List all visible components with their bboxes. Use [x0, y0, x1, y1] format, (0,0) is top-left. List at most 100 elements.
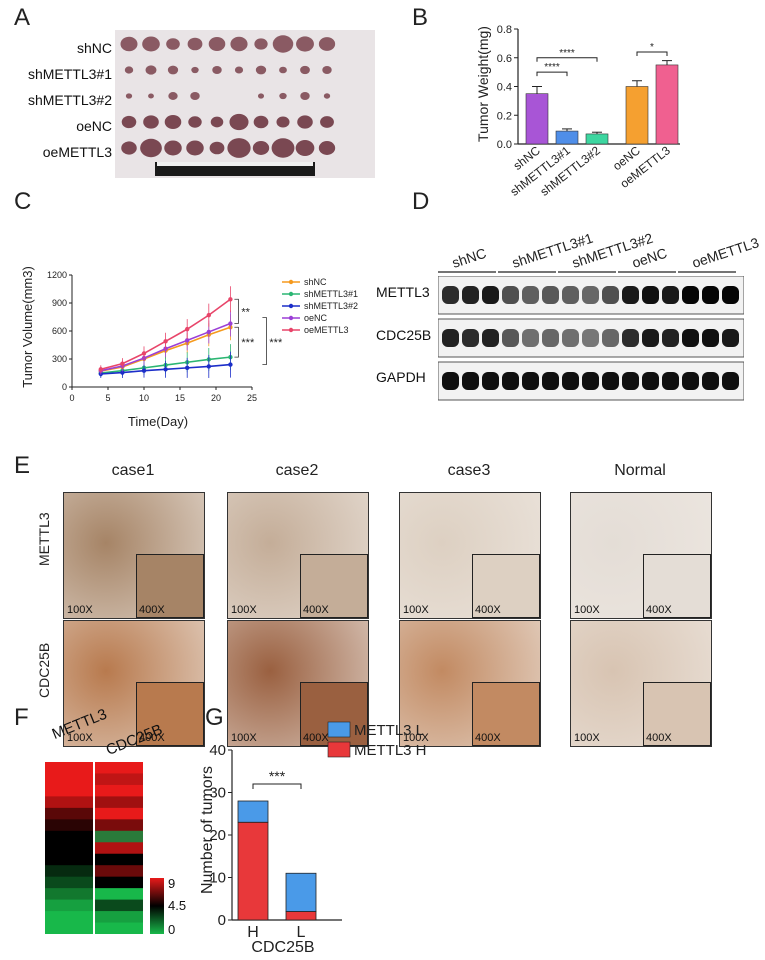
tumor-sample: [323, 93, 331, 99]
heatmap-cell: [95, 762, 143, 774]
weight-bar: [585, 133, 609, 145]
row-label-shnc: shNC: [76, 40, 112, 56]
blot-band: [602, 329, 619, 347]
volume-sig-2: ***: [241, 337, 255, 349]
weight-bar: [655, 64, 679, 145]
heatmap-cell: [95, 796, 143, 809]
heatmap-cell: [45, 888, 93, 901]
row-label-oenc: oeNC: [76, 118, 112, 134]
blot-band: [582, 329, 599, 347]
count-tick-label: 40: [209, 742, 226, 759]
ihc-inset: [643, 682, 711, 746]
ihc-image-case2-mettl3: 100X 400X: [227, 492, 369, 619]
tumor-photo-panel: shNC shMETTL3#1 shMETTL3#2 oeNC oeMETTL3: [0, 28, 380, 180]
count-category-label: L: [297, 924, 306, 941]
tumor-sample: [257, 93, 265, 99]
blot-band: [682, 286, 699, 304]
volume-legend-entry: shNC: [304, 277, 327, 287]
blot-band: [442, 329, 459, 347]
blot-label-cdc25b: CDC25B: [376, 327, 432, 343]
tumor-sample: [208, 36, 226, 52]
mag-high-label: 400X: [139, 604, 165, 616]
volume-x-tick: 20: [211, 393, 221, 403]
significance-bracket: [536, 71, 568, 77]
tumor-sample: [271, 138, 295, 158]
heatmap-cell: [95, 830, 143, 843]
blot-band: [562, 329, 579, 347]
heatmap-cell: [95, 865, 143, 878]
blot-band: [482, 286, 499, 304]
blot-band: [602, 286, 619, 304]
blot-band: [662, 286, 679, 304]
volume-legend-entry: shMETTL3#1: [304, 289, 358, 299]
blot-band: [542, 329, 559, 347]
blot-label-gapdh: GAPDH: [376, 369, 426, 385]
tumor-sample: [167, 65, 179, 75]
tumor-sample: [279, 92, 287, 100]
heatmap-cell: [45, 784, 93, 797]
tumor-sample: [168, 92, 178, 100]
volume-x-tick: 0: [69, 393, 74, 403]
tumor-sample: [300, 65, 310, 75]
tumor-sample: [252, 141, 270, 155]
heatmap-cell: [95, 899, 143, 912]
volume-x-tick: 15: [175, 393, 185, 403]
volume-y-label: Tumor Volume(mm3): [20, 266, 35, 388]
tumor-sample: [120, 36, 138, 52]
ihc-inset: [300, 554, 368, 618]
tumor-sample: [253, 115, 269, 129]
blot-band: [502, 329, 519, 347]
volume-y-tick: 0: [62, 382, 67, 392]
tumor-sample: [145, 65, 157, 75]
tumor-sample: [164, 114, 182, 130]
heatmap-cell: [45, 865, 93, 878]
heatmap-cell: [45, 899, 93, 912]
tumor-sample: [234, 66, 244, 74]
case-header-normal: Normal: [614, 462, 666, 479]
ihc-inset: [472, 682, 540, 746]
heatmap-cell: [95, 876, 143, 889]
significance-label: ****: [544, 62, 560, 73]
weight-y-label: Tumor Weight(mg): [475, 26, 491, 142]
panel-label-c: C: [14, 188, 32, 215]
tumor-sample: [121, 141, 137, 155]
weight-bar: [525, 93, 549, 145]
tumor-sample: [190, 91, 200, 101]
blot-band: [462, 286, 479, 304]
heatmap-col-cdc25b: CDC25B: [103, 721, 165, 759]
heatmap-cell: [45, 807, 93, 820]
heatmap-cell: [45, 876, 93, 889]
ihc-image-case1-cdc25b: 100X 400X: [63, 620, 205, 747]
tumor-sample: [164, 140, 182, 156]
heatmap-cell: [45, 853, 93, 866]
count-tick-label: 30: [209, 785, 226, 802]
blot-group-label: oeMETTL3: [690, 234, 761, 271]
tumor-sample: [276, 116, 290, 128]
tumor-sample: [148, 93, 154, 99]
ihc-image-normal-cdc25b: 100X 400X: [570, 620, 712, 747]
volume-x-tick: 5: [105, 393, 110, 403]
ihc-panel: case1 case2 case3 Normal METTL3 CDC25B 1…: [0, 460, 765, 747]
blot-band: [602, 372, 619, 390]
volume-sig-3: ***: [269, 337, 283, 349]
tumor-sample: [191, 66, 199, 74]
tumor-sample: [272, 35, 294, 53]
heatmap-cell: [45, 911, 93, 924]
heatmap-cell: [95, 922, 143, 934]
tumor-sample: [212, 65, 222, 75]
count-bar-segment: [237, 821, 269, 921]
tumor-weight-chart: Tumor Weight(mg) 0.00.20.40.60.8 *******…: [475, 24, 680, 199]
heatmap-cell: [45, 796, 93, 809]
blot-band: [582, 372, 599, 390]
blot-band: [642, 329, 659, 347]
volume-x-tick: 25: [247, 393, 257, 403]
panel-label-f: F: [14, 704, 29, 731]
blot-band: [582, 286, 599, 304]
mag-high-label: 400X: [303, 732, 329, 744]
blot-band: [622, 329, 639, 347]
count-bar-segment: [285, 911, 317, 921]
tumor-sample: [322, 65, 332, 75]
tumor-sample: [230, 36, 248, 52]
significance-label: ****: [559, 48, 575, 59]
